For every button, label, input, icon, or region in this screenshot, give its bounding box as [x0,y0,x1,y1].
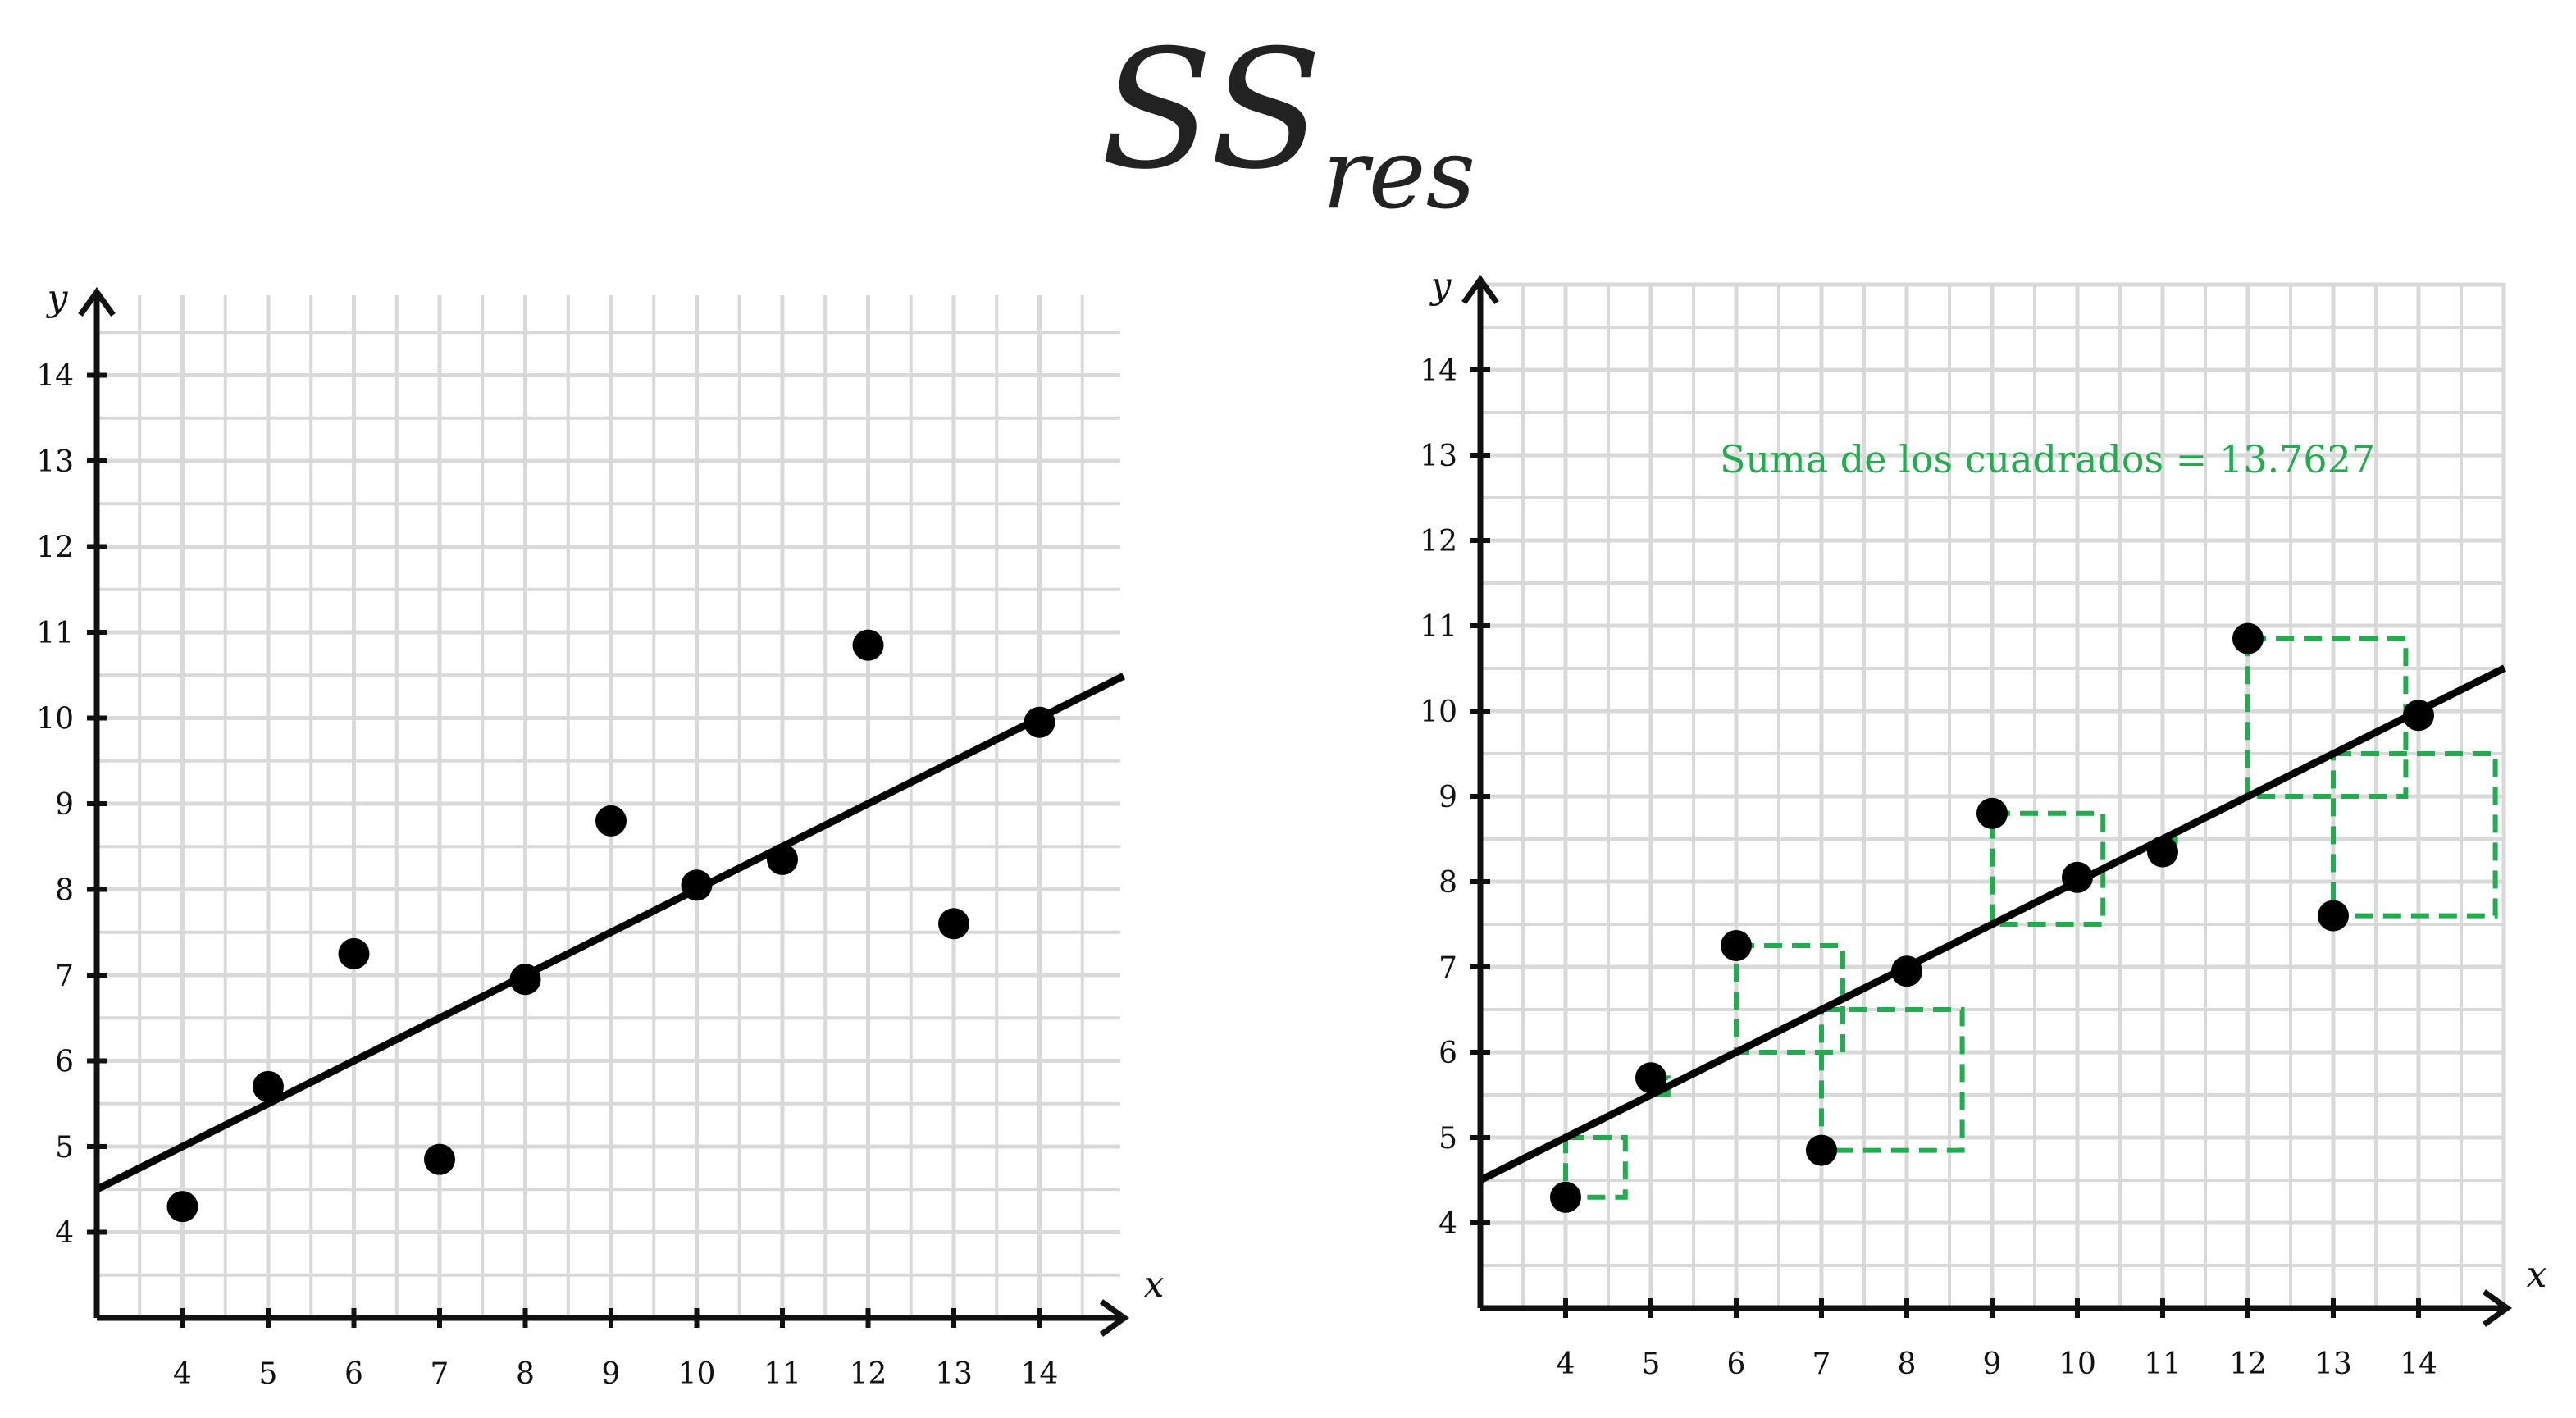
data-point [1891,955,1922,987]
x-tick-label: 10 [2059,1347,2096,1381]
data-point [1550,1181,1581,1213]
x-axis-arrow-icon [2482,1289,2513,1327]
y-tick-label: 7 [55,960,74,993]
x-tick-label: 12 [850,1357,887,1391]
y-tick-label: 7 [1438,951,1457,985]
x-tick-label: 9 [602,1357,621,1391]
y-axis-arrow-icon [1461,274,1499,305]
x-axis-label: x [1144,1264,1165,1306]
sum-of-squares-annotation: Suma de los cuadrados = 13.7627 [1720,437,2375,481]
x-tick-label: 4 [173,1357,192,1391]
x-tick-label: 11 [764,1357,801,1391]
y-axis-label: y [46,277,69,319]
x-tick-label: 7 [1812,1347,1831,1381]
residual-square [1563,1135,1628,1200]
data-point [1635,1062,1666,1094]
y-tick-label: 11 [1420,610,1457,644]
y-tick-label: 8 [1438,866,1457,900]
residual-square [1819,1007,1965,1153]
y-tick-label: 5 [1438,1122,1457,1156]
x-axis-arrow-icon [1099,1299,1130,1337]
y-tick-label: 4 [1438,1207,1457,1241]
data-point [1976,797,2008,829]
x-tick-label: 8 [1898,1347,1917,1381]
data-point [681,869,713,901]
data-point [253,1070,284,1102]
points-group [1550,622,2434,1213]
regression-line [1478,664,2507,1184]
x-tick-label: 8 [516,1357,535,1391]
chart-main-title: SSres [0,0,2576,230]
residual-squares-group [1563,636,2498,1200]
y-tick-label: 6 [55,1046,74,1079]
y-tick-label: 12 [36,531,74,565]
x-tick-label: 9 [1983,1347,2002,1381]
y-tick-label: 8 [55,874,74,908]
x-tick-label: 14 [1021,1357,1059,1391]
x-axis-label: x [2527,1254,2547,1296]
x-tick-label: 11 [2144,1347,2182,1381]
data-point [2318,900,2349,932]
y-tick-label: 4 [55,1217,74,1251]
data-point [767,843,798,875]
data-point [1024,706,1055,738]
data-point [595,805,627,837]
x-tick-label: 12 [2229,1347,2267,1381]
x-tick-label: 13 [2314,1347,2352,1381]
y-tick-label: 11 [36,617,74,650]
residual-square [2245,636,2409,799]
title-main-text: SS [1100,15,1323,206]
data-point [166,1191,198,1223]
y-tick-label: 14 [1420,354,1457,388]
data-point [2403,700,2434,732]
points-group [166,629,1055,1223]
axes-group: 4 5 6 7 8 9 10 11 12 13 14 4 5 6 7 8 9 10 11 12 13 14 x y [1420,265,2546,1381]
residual-square [2331,751,2498,919]
title-subscript-text: res [1322,117,1476,230]
data-point [1721,930,1752,961]
y-axis-label: y [1429,265,1452,307]
data-point [938,908,969,940]
x-tick-label: 6 [1727,1347,1746,1381]
y-tick-label: 13 [36,445,74,479]
data-point [424,1143,455,1175]
x-tick-label: 4 [1557,1347,1575,1381]
y-tick-label: 10 [36,703,74,736]
data-point [509,964,541,996]
data-point [852,629,884,661]
y-tick-label: 9 [1438,781,1457,814]
x-tick-label: 7 [431,1357,449,1391]
data-point [2232,622,2264,654]
x-tick-label: 14 [2400,1347,2437,1381]
axes-group: 4 5 6 7 8 9 10 11 12 13 14 4 5 6 7 8 9 10 11 12 13 14 x y [36,277,1164,1391]
y-tick-label: 5 [55,1131,74,1165]
y-tick-label: 14 [36,360,74,394]
data-point [1806,1134,1837,1166]
y-tick-label: 10 [1420,695,1457,729]
y-tick-label: 6 [1438,1037,1457,1070]
y-tick-label: 9 [55,788,74,822]
residual-square [1734,943,1845,1055]
x-tick-label: 6 [344,1357,363,1391]
regression-line [94,673,1126,1193]
data-point [338,937,370,969]
y-tick-label: 12 [1420,525,1457,559]
x-tick-label: 10 [678,1357,716,1391]
x-tick-label: 13 [935,1357,973,1391]
y-tick-label: 13 [1420,440,1457,473]
y-axis-arrow-icon [78,286,116,317]
x-tick-label: 5 [259,1357,278,1391]
x-tick-label: 5 [1642,1347,1661,1381]
data-point [2062,861,2093,893]
data-point [2147,836,2178,868]
